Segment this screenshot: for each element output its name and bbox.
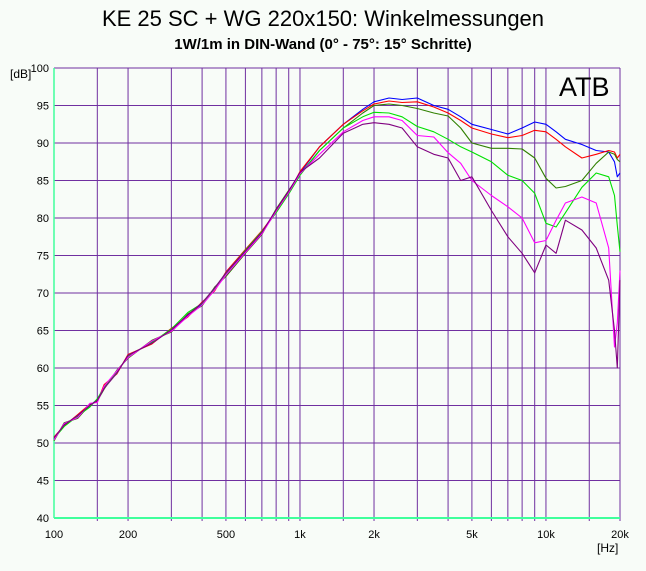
x-tick-label: 2k: [368, 529, 380, 541]
series-line-15deg: [53, 100, 621, 438]
x-tick-label: 10k: [537, 529, 555, 541]
chart-title: KE 25 SC + WG 220x150: Winkelmessungen: [101, 6, 545, 31]
series-line-75deg: [53, 122, 621, 439]
chart-subtitle: 1W/1m in DIN-Wand (0° - 75°: 15° Schritt…: [174, 36, 472, 53]
x-tick-label: 100: [45, 529, 63, 541]
y-tick-label: 75: [37, 251, 49, 263]
atb-annotation: ATB: [559, 72, 610, 102]
y-tick-label: 65: [37, 326, 49, 338]
y-tick-label: 70: [37, 288, 49, 300]
x-tick-label: 500: [217, 529, 235, 541]
y-tick-label: 100: [31, 63, 49, 75]
y-tick-label: 50: [37, 438, 49, 450]
y-axis-label: [dB]: [10, 67, 32, 81]
y-tick-label: 90: [37, 138, 49, 150]
x-tick-label: 5k: [466, 529, 478, 541]
x-tick-label: 200: [119, 529, 137, 541]
y-tick-label: 85: [37, 176, 49, 188]
y-tick-label: 95: [37, 101, 49, 113]
x-tick-label: 20k: [611, 529, 629, 541]
series-line-60deg: [53, 116, 621, 441]
y-tick-label: 40: [37, 513, 49, 525]
x-axis-label: [Hz]: [597, 541, 619, 555]
x-tick-label: 1k: [294, 529, 306, 541]
y-tick-label: 80: [37, 213, 49, 225]
y-tick-label: 60: [37, 363, 49, 375]
y-tick-label: 45: [37, 476, 49, 488]
y-tick-label: 55: [37, 401, 49, 413]
